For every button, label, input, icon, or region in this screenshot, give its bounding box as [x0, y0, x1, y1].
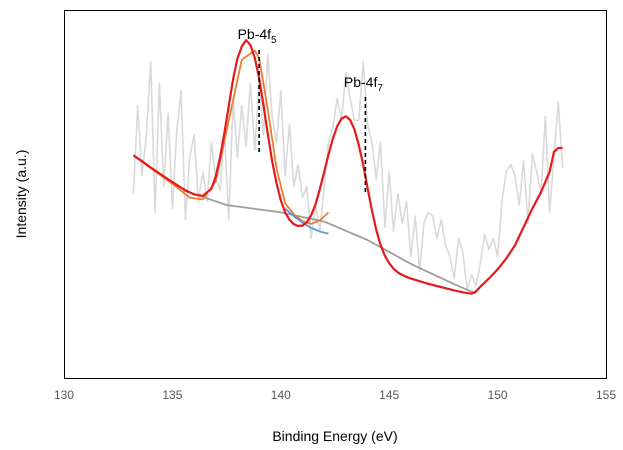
series-peak1-line	[132, 49, 330, 225]
peak-annotation-label: Pb-4f7	[344, 74, 383, 94]
x-tick-labels: 130 135 140 145 150 155	[54, 388, 616, 402]
x-tick-label: 130	[54, 388, 74, 402]
annotation-layer: Pb-4f5 Pb-4f7	[238, 26, 383, 194]
x-tick-label: 140	[271, 388, 291, 402]
peak-annotation-label: Pb-4f5	[238, 26, 277, 46]
x-tick-label: 135	[162, 388, 182, 402]
series-layer	[132, 39, 564, 295]
series-peak2-line	[284, 208, 329, 235]
series-raw-line	[132, 53, 564, 291]
x-tick-label: 145	[379, 388, 399, 402]
series-fit-line	[132, 39, 563, 295]
y-axis-title: Intensity (a.u.)	[13, 150, 29, 239]
x-tick-label: 155	[596, 388, 616, 402]
x-axis-title: Binding Energy (eV)	[272, 428, 397, 444]
x-tick-label: 150	[488, 388, 508, 402]
series-background-line	[182, 189, 477, 295]
